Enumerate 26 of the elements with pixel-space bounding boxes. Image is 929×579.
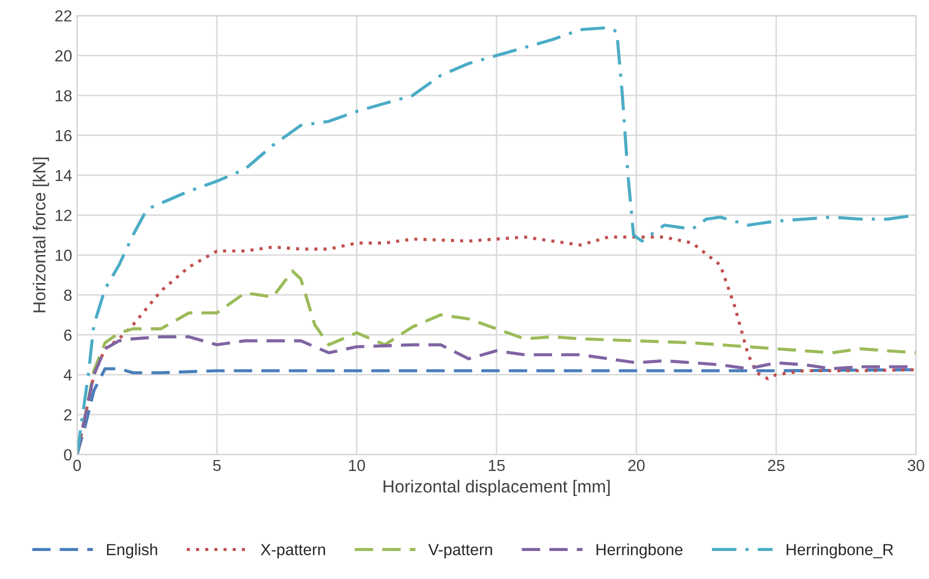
legend-label: Herringbone (596, 544, 682, 558)
x-tick-label: 10 (349, 460, 365, 472)
y-tick-label: 0 (64, 449, 72, 460)
y-tick-label: 22 (55, 10, 72, 22)
x-tick-label: 0 (73, 460, 81, 472)
legend-label: V-pattern (428, 544, 492, 558)
y-tick-label: 16 (56, 130, 72, 142)
x-tick-label: 15 (488, 460, 505, 472)
y-tick-label: 6 (64, 329, 72, 341)
y-tick-label: 10 (56, 250, 72, 261)
legend-label: Herringbone_R (786, 544, 893, 558)
y-tick-label: 12 (56, 210, 72, 221)
legend-label: English (107, 544, 158, 558)
legend-label: X-pattern (260, 544, 326, 558)
y-tick-label: 8 (64, 290, 72, 301)
y-tick-label: 4 (64, 370, 72, 381)
x-tick-label: 20 (628, 460, 645, 472)
y-tick-label: 20 (55, 50, 72, 62)
y-axis-title: Horizontal force [kN] (32, 158, 49, 312)
y-tick-label: 18 (56, 90, 72, 102)
x-tick-label: 25 (768, 460, 784, 472)
y-tick-label: 14 (56, 170, 72, 182)
x-tick-label: 5 (213, 460, 221, 472)
x-tick-label: 30 (908, 460, 924, 472)
y-tick-label: 2 (64, 409, 72, 420)
x-axis-title: Horizontal displacement [mm] (384, 480, 610, 496)
